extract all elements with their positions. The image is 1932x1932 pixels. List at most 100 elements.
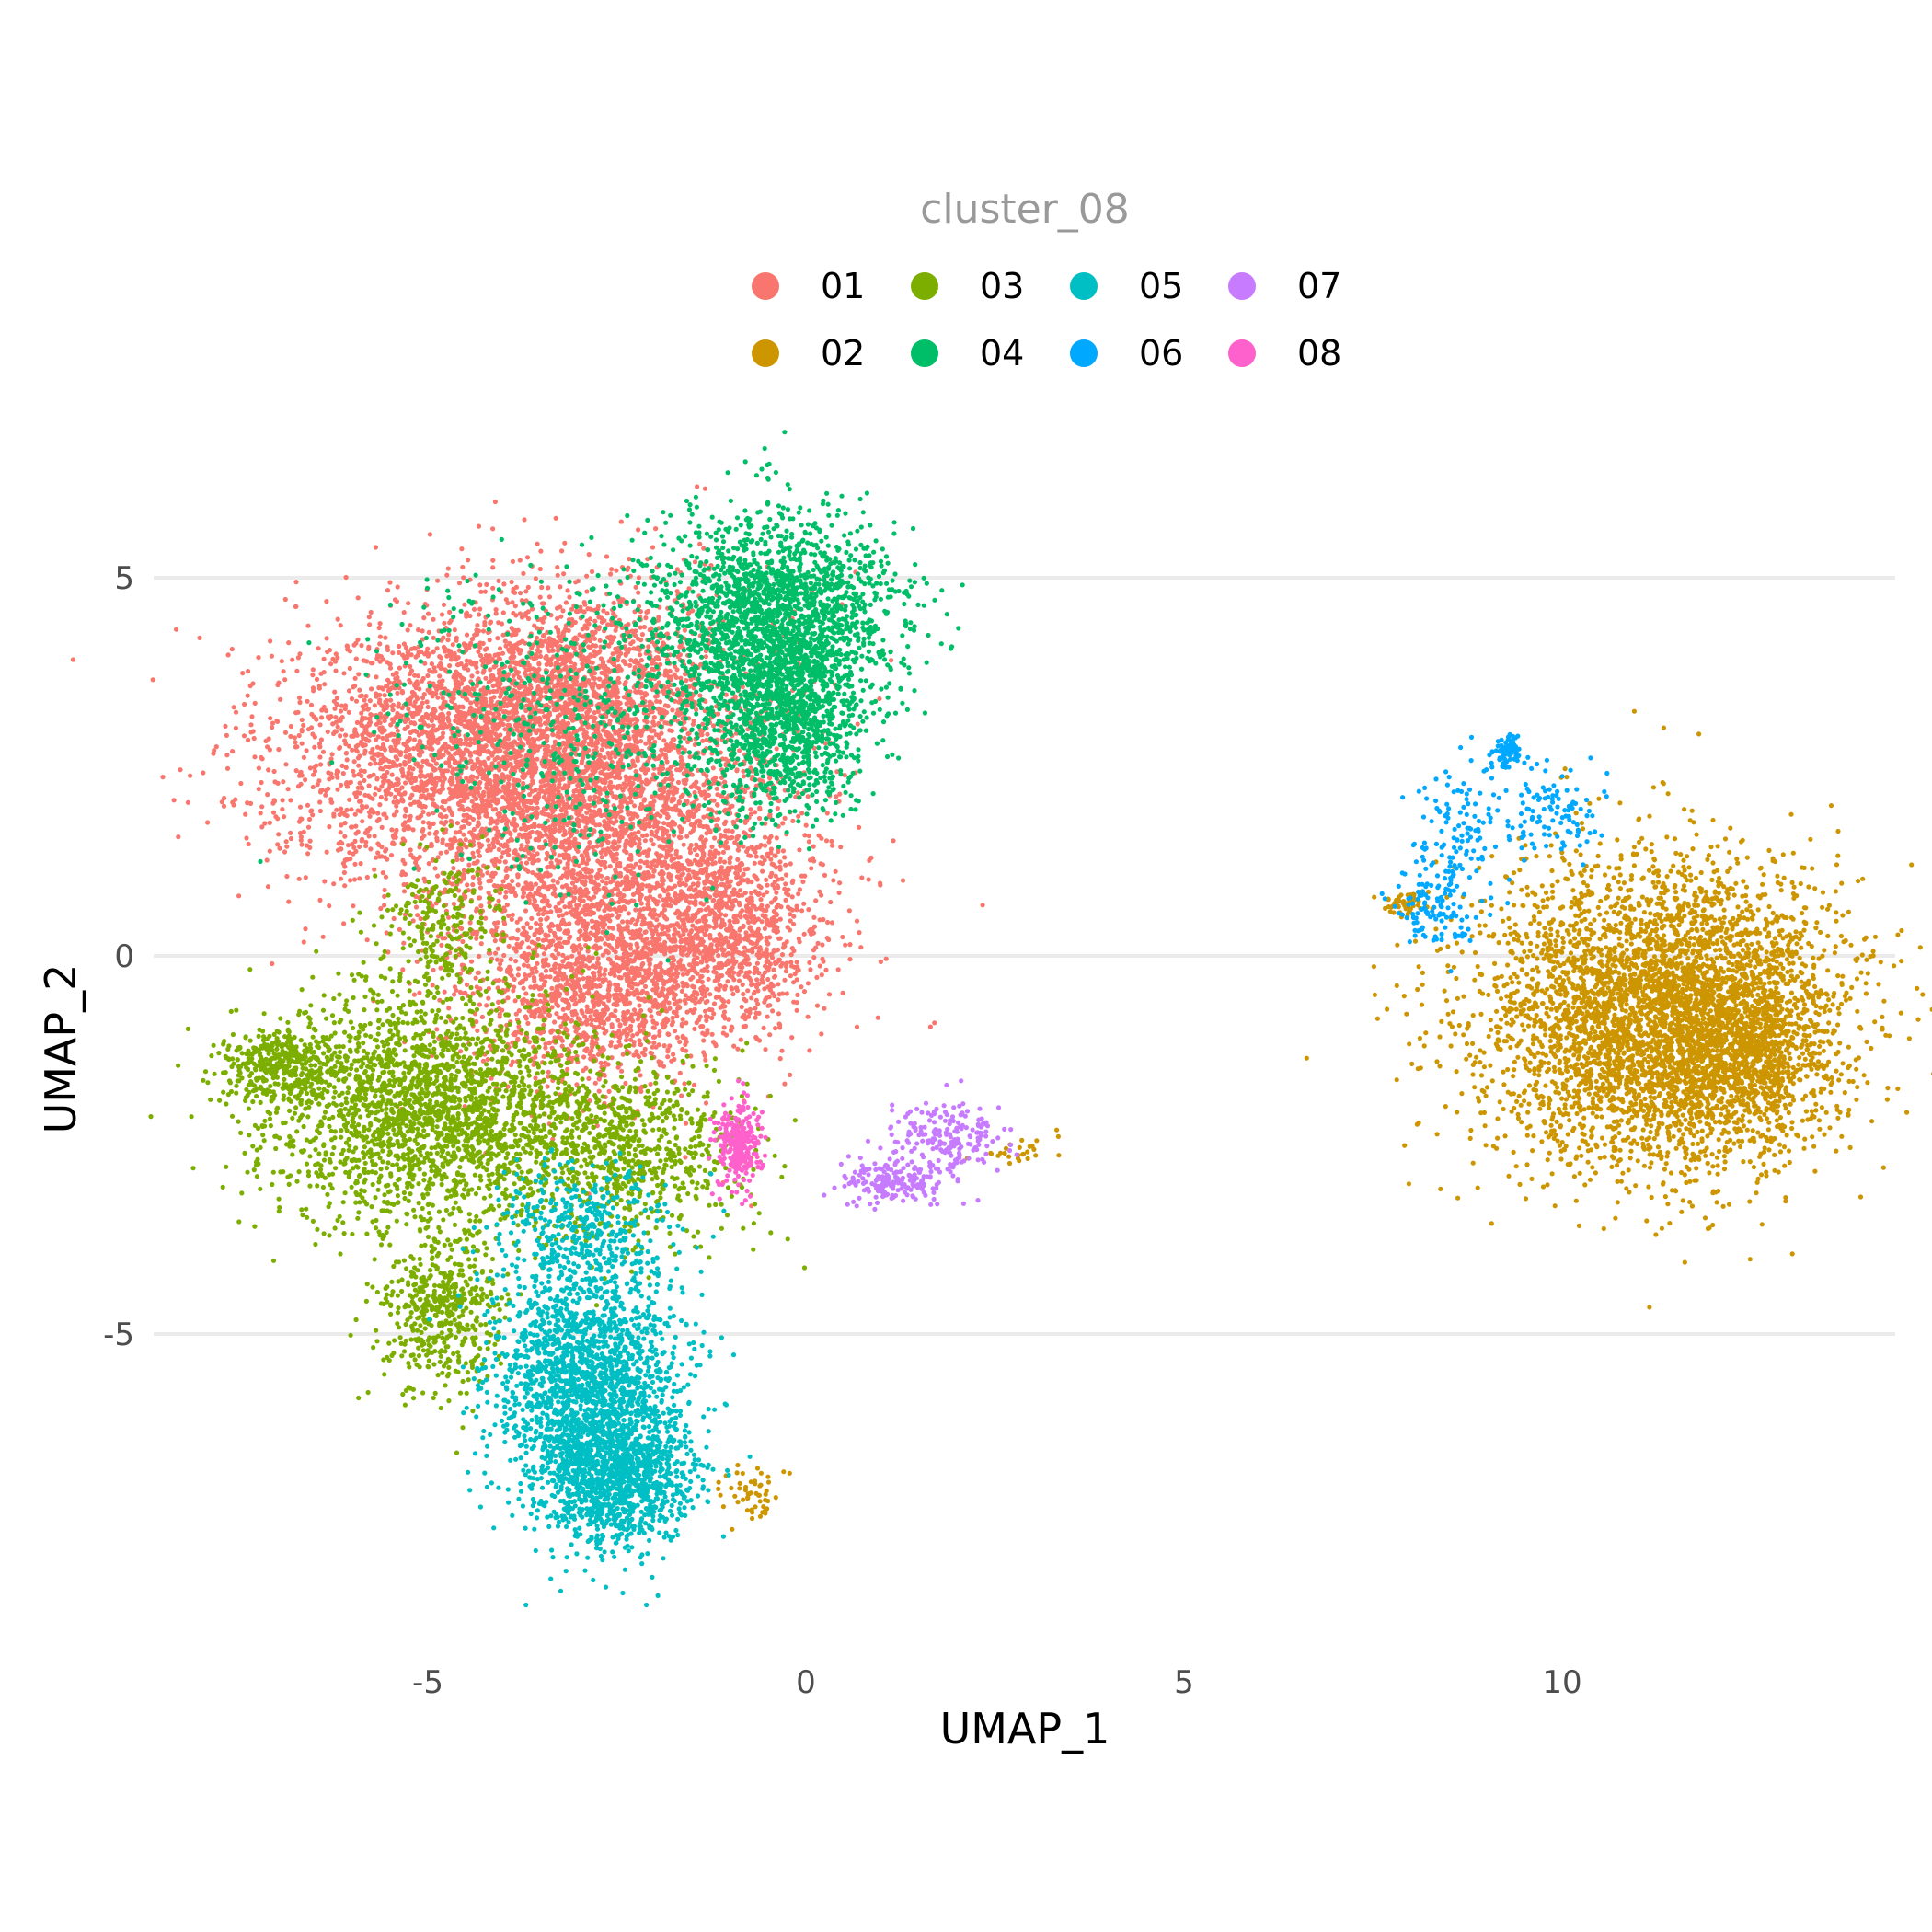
data-point (565, 862, 570, 868)
data-point (280, 807, 285, 812)
data-point (454, 854, 460, 859)
data-point (513, 892, 519, 899)
data-point (709, 844, 715, 850)
data-point (373, 791, 378, 797)
data-point (602, 765, 607, 772)
data-point (305, 698, 310, 704)
data-point (378, 757, 384, 763)
data-point (692, 847, 697, 853)
data-point (408, 668, 415, 673)
data-point (748, 807, 753, 812)
data-point (889, 658, 894, 663)
data-point (266, 767, 271, 773)
data-point (275, 682, 281, 688)
data-point (247, 683, 253, 689)
data-point (837, 791, 843, 797)
data-point (471, 765, 477, 770)
data-point (630, 758, 636, 764)
data-point (342, 857, 348, 863)
data-point (592, 809, 597, 814)
data-point (790, 818, 796, 824)
data-point (201, 770, 206, 776)
data-point (362, 726, 368, 731)
data-point (490, 874, 496, 880)
data-point (352, 811, 358, 817)
data-point (397, 787, 402, 792)
data-point (411, 992, 417, 997)
data-point (305, 824, 312, 830)
data-point (366, 774, 372, 779)
data-point (369, 686, 374, 692)
data-point (465, 684, 470, 691)
data-point (695, 852, 700, 858)
data-point (515, 801, 521, 807)
data-point (324, 849, 329, 855)
data-point (545, 865, 550, 870)
data-point (454, 793, 460, 799)
data-point (400, 836, 406, 842)
data-point (560, 1006, 566, 1012)
data-point (259, 804, 265, 810)
data-point (246, 669, 251, 674)
data-point (305, 843, 310, 848)
data-point (221, 803, 227, 809)
data-point (681, 842, 686, 847)
data-point (384, 797, 389, 802)
data-point (843, 942, 848, 948)
data-point (464, 982, 470, 987)
data-point (507, 803, 512, 809)
data-point (427, 831, 432, 836)
data-point (330, 721, 336, 727)
data-point (388, 791, 394, 797)
data-point (466, 778, 472, 784)
data-point (418, 768, 423, 775)
data-point (456, 581, 463, 586)
data-point (475, 1028, 480, 1033)
data-point (453, 838, 458, 844)
data-point (546, 794, 553, 799)
data-point (329, 752, 335, 757)
data-point (338, 830, 343, 835)
data-point (442, 620, 447, 626)
data-point (453, 758, 458, 764)
data-point (533, 881, 539, 887)
data-point (310, 685, 316, 691)
data-point (467, 920, 473, 926)
data-point (711, 1001, 718, 1006)
data-point (225, 652, 231, 658)
data-point (304, 748, 309, 753)
data-point (445, 638, 451, 643)
data-point (367, 813, 373, 819)
data-point (420, 675, 426, 682)
data-point (248, 730, 254, 735)
data-point (478, 941, 484, 947)
data-point (394, 803, 399, 809)
data-point (420, 628, 425, 634)
data-point (703, 999, 708, 1006)
data-point (388, 853, 395, 858)
data-point (449, 819, 454, 824)
data-point (824, 811, 830, 816)
data-point (461, 868, 466, 873)
data-point (380, 735, 385, 742)
data-point (585, 845, 591, 851)
data-point (452, 789, 457, 795)
data-point (433, 829, 440, 835)
data-point (368, 609, 374, 615)
data-point (403, 806, 408, 811)
data-point (440, 782, 445, 788)
data-point (301, 754, 306, 760)
data-point (442, 822, 447, 827)
data-point (492, 499, 499, 505)
data-point (316, 685, 322, 691)
data-point (382, 903, 387, 908)
data-point (504, 873, 510, 880)
data-point (653, 822, 659, 827)
data-point (567, 780, 572, 786)
data-point (667, 896, 673, 902)
data-point (490, 565, 496, 570)
data-point (463, 714, 468, 719)
data-point (467, 791, 473, 797)
data-point (293, 768, 299, 774)
data-point (721, 1025, 727, 1030)
